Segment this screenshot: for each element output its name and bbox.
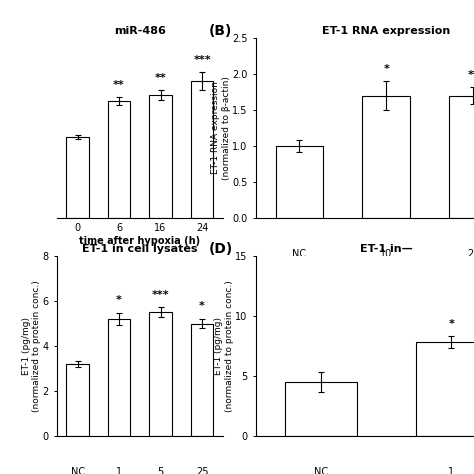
Bar: [416, 342, 474, 436]
Bar: [66, 364, 89, 436]
Y-axis label: ET-1 RNA expression
(normalized to β-actin): ET-1 RNA expression (normalized to β-act…: [211, 76, 231, 180]
Text: **: **: [155, 73, 166, 83]
Text: mimic: mimic: [284, 268, 314, 278]
Bar: [108, 319, 130, 436]
Text: *: *: [199, 301, 205, 311]
Title: ET-1 in cell lysates: ET-1 in cell lysates: [82, 244, 198, 254]
Text: 25: 25: [196, 467, 208, 474]
Text: ***: ***: [152, 290, 169, 300]
Text: **: **: [113, 80, 125, 90]
Text: 5: 5: [157, 467, 164, 474]
Bar: [363, 96, 410, 218]
Text: *: *: [448, 319, 455, 329]
Text: miR-486 mimic (nM): miR-486 mimic (nM): [380, 268, 474, 278]
Y-axis label: ET-1 (pg/mg)
(normalized to protein conc.): ET-1 (pg/mg) (normalized to protein conc…: [21, 280, 41, 412]
Bar: [108, 101, 130, 218]
X-axis label: time after hypoxia (h): time after hypoxia (h): [79, 236, 201, 246]
Text: NC: NC: [314, 467, 328, 474]
Title: ET-1 RNA expression: ET-1 RNA expression: [322, 26, 450, 36]
Title: miR-486: miR-486: [114, 26, 166, 36]
Text: 25: 25: [467, 249, 474, 259]
Text: (D): (D): [209, 242, 233, 255]
Text: (B): (B): [209, 24, 232, 37]
Bar: [191, 323, 213, 436]
Bar: [191, 81, 213, 218]
Text: **: **: [467, 70, 474, 80]
Text: 1: 1: [448, 467, 455, 474]
Y-axis label: ET-1 (pg/mg)
(normalized to protein conc.): ET-1 (pg/mg) (normalized to protein conc…: [214, 280, 234, 412]
Bar: [275, 146, 323, 218]
Text: NC: NC: [292, 249, 307, 259]
Bar: [66, 137, 89, 218]
Text: *: *: [116, 295, 122, 306]
Bar: [149, 95, 172, 218]
Bar: [285, 382, 357, 436]
Text: *: *: [383, 64, 389, 74]
Bar: [449, 96, 474, 218]
Text: ***: ***: [193, 55, 211, 65]
Text: 1: 1: [116, 467, 122, 474]
Title: ET-1 in—: ET-1 in—: [360, 244, 413, 254]
Text: NC: NC: [71, 467, 85, 474]
Bar: [149, 312, 172, 436]
Text: 10: 10: [380, 249, 392, 259]
